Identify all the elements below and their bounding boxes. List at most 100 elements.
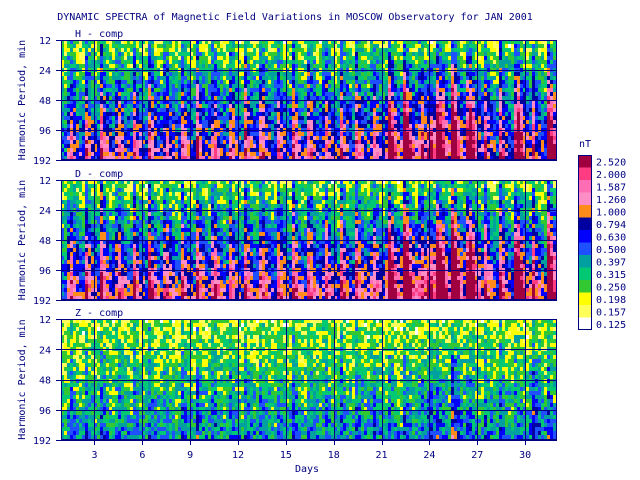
spectrum-cell [292,104,296,109]
spectrum-cell [268,56,272,61]
spectrum-cell [352,44,356,49]
spectrum-cell [73,104,77,109]
spectrum-cell [427,116,431,121]
spectrum-cell [346,156,350,160]
spectrum-cell [121,48,125,53]
spectrum-cell [220,156,224,160]
spectrum-cell [379,64,383,69]
spectrum-cell [202,64,206,69]
spectrum-cell [76,84,80,89]
spectrum-cell [190,56,194,61]
spectrum-cell [112,108,116,113]
spectrum-cell [238,84,242,89]
spectrum-cell [64,48,68,53]
spectrum-cell [343,116,347,121]
spectrum-cell [271,144,275,149]
spectrum-cell [250,144,254,149]
spectrum-cell [520,152,524,157]
spectrum-cell [217,48,221,53]
spectrum-cell [232,88,236,93]
spectrum-cell [295,80,299,85]
spectrum-cell [115,156,119,160]
spectrum-cell [310,88,314,93]
spectrum-cell [454,84,458,89]
spectrum-cell [127,92,131,97]
spectrum-cell [229,100,233,105]
spectrum-cell [322,112,326,117]
spectrum-cell [76,156,80,160]
spectrum-cell [166,40,170,45]
spectrum-cell [349,120,353,125]
spectrum-cell [319,156,323,160]
spectrum-cell [295,120,299,125]
spectrum-cell [295,44,299,49]
spectrum-cell [172,96,176,101]
spectrum-cell [85,100,89,105]
spectrum-cell [274,96,278,101]
spectrum-cell [403,80,407,85]
spectrum-cell [250,148,254,153]
spectrum-cell [109,92,113,97]
spectrum-cell [514,156,518,160]
spectrum-cell [505,60,509,65]
spectrum-cell [271,44,275,49]
spectrum-cell [505,132,509,137]
spectrum-cell [145,124,149,129]
spectrum-cell [523,84,527,89]
spectrum-cell [451,148,455,153]
spectrum-cell [412,96,416,101]
spectrum-cell [499,124,503,129]
spectrum-cell [475,132,479,137]
spectrum-cell [484,124,488,129]
spectrum-cell [436,144,440,149]
spectrum-cell [331,64,335,69]
spectrum-cell [247,40,251,45]
spectrum-cell [265,156,269,160]
spectrum-cell [283,80,287,85]
spectrum-cell [124,80,128,85]
spectrum-cell [241,156,245,160]
spectrum-cell [286,144,290,149]
spectrum-cell [169,108,173,113]
spectrum-cell [70,40,74,45]
spectrum-cell [325,140,329,145]
spectrum-cell [172,100,176,105]
spectrum-cell [274,152,278,157]
spectrum-cell [337,148,341,153]
spectrum-cell [361,52,365,57]
spectrum-cell [331,92,335,97]
spectrum-cell [208,92,212,97]
spectrum-cell [88,56,92,61]
spectrum-cell [277,108,281,113]
spectrum-cell [460,60,464,65]
spectrum-cell [88,92,92,97]
spectrum-cell [367,88,371,93]
spectrum-cell [154,148,158,153]
spectrum-cell [322,96,326,101]
spectrum-cell [529,144,533,149]
spectrum-cell [223,100,227,105]
spectrum-cell [118,84,122,89]
spectrum-cell [283,112,287,117]
spectrum-cell [487,80,491,85]
spectrum-cell [283,76,287,81]
spectrum-cell [247,152,251,157]
spectrum-cell [394,60,398,65]
spectrum-cell [454,156,458,160]
spectrum-cell [172,124,176,129]
spectrum-cell [232,60,236,65]
spectrum-cell [145,144,149,149]
spectrum-cell [94,112,98,117]
spectrum-cell [469,76,473,81]
spectrum-cell [163,100,167,105]
spectrum-cell [349,92,353,97]
spectrum-cell [295,92,299,97]
spectrum-cell [109,56,113,61]
spectrum-cell [172,60,176,65]
spectrum-cell [70,88,74,93]
spectrum-cell [502,104,506,109]
spectrum-cell [274,120,278,125]
spectrum-cell [172,48,176,53]
spectrum-cell [397,84,401,89]
spectrum-cell [133,96,137,101]
